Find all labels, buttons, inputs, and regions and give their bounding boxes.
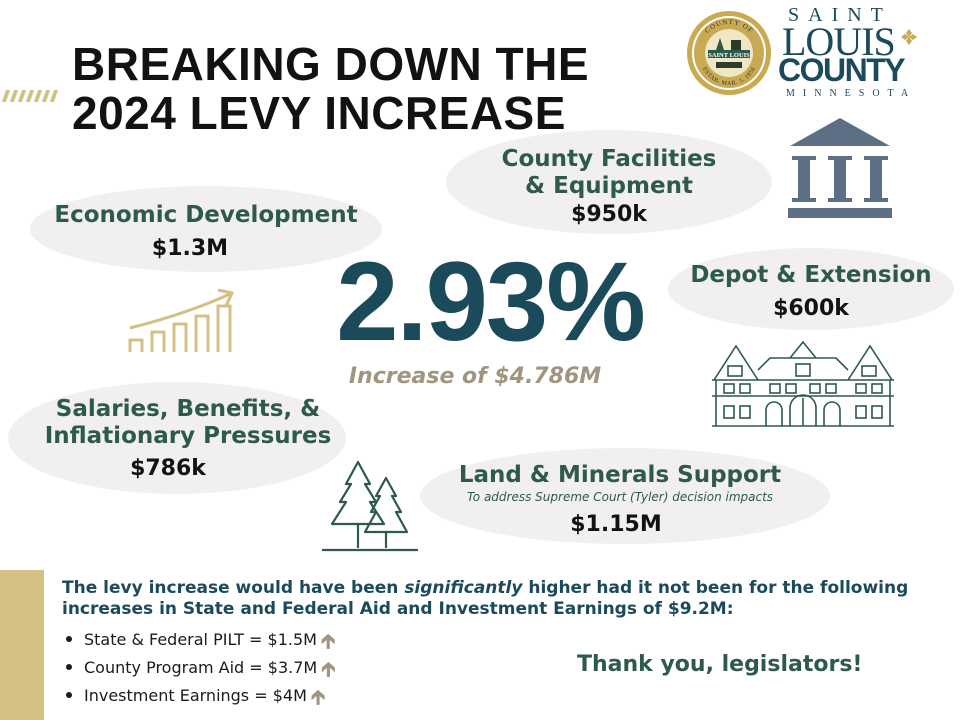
bullet-icon	[66, 692, 72, 698]
depot-building-icon	[712, 340, 894, 427]
economic-ellipse	[30, 186, 382, 272]
depot-label: Depot & Extension	[690, 262, 932, 288]
land-amount: $1.15M	[570, 512, 662, 537]
levy-percent: 2.93%	[336, 239, 646, 364]
facilities-ellipse	[446, 130, 772, 234]
salaries-amount: $786k	[130, 456, 206, 481]
aid-list: State & Federal PILT = $1.5M 🡱 County Pro…	[62, 626, 482, 710]
gold-sidebar-accent	[0, 570, 44, 720]
arrow-up-icon: 🡱	[310, 684, 326, 709]
diamond-ornament-icon	[901, 29, 917, 45]
salaries-label: Salaries, Benefits, & Inflationary Press…	[44, 396, 332, 449]
title-line-2: 2024 LEVY INCREASE	[72, 87, 566, 139]
county-wordmark: SAINT LOUIS COUNTY MINNESOTA	[778, 4, 932, 100]
levy-increase-subtitle: Increase of $4.786M	[348, 364, 602, 389]
page-title: BREAKING DOWN THE 2024 LEVY INCREASE	[72, 40, 632, 138]
facilities-amount: $950k	[571, 202, 647, 227]
title-line-1: BREAKING DOWN THE	[72, 38, 590, 90]
depot-ellipse	[668, 248, 954, 330]
list-item: State & Federal PILT = $1.5M 🡱	[62, 626, 482, 654]
land-sublabel: To address Supreme Court (Tyler) decisio…	[466, 490, 774, 504]
arrow-up-icon: 🡱	[321, 656, 336, 681]
land-label: Land & Minerals Support	[458, 462, 782, 488]
wordmark-state: MINNESOTA	[786, 88, 917, 99]
facilities-label: County Facilities & Equipment	[501, 146, 717, 199]
list-item: County Program Aid = $3.7M 🡱	[62, 654, 482, 682]
bullet-icon	[66, 664, 72, 670]
seal-center-text: SAINT LOUIS	[708, 52, 750, 59]
pine-trees-icon	[322, 460, 418, 552]
bar-chart-up-icon	[128, 288, 235, 352]
land-ellipse	[420, 448, 830, 544]
wordmark-louis: LOUIS	[782, 19, 896, 64]
wordmark-county: COUNTY	[778, 52, 906, 88]
wordmark-saint: SAINT	[788, 4, 892, 26]
aid-note: The levy increase would have been signif…	[62, 578, 909, 619]
note-emphasis: significantly	[404, 578, 523, 598]
bullet-icon	[66, 636, 72, 642]
thanks-message: Thank you, legislators!	[577, 652, 863, 677]
arrow-up-icon: 🡱	[320, 628, 336, 653]
list-item: Investment Earnings = $4M 🡱	[62, 682, 482, 710]
columns-building-icon	[788, 118, 892, 218]
economic-amount: $1.3M	[151, 236, 229, 261]
economic-label: Economic Development	[54, 202, 358, 228]
county-seal-icon: COUNTY OF ESTAB. MAR. 1, 1856 SAINT LOUI…	[687, 11, 771, 95]
depot-amount: $600k	[773, 296, 849, 321]
salaries-ellipse	[8, 382, 346, 494]
stripes-decoration-icon	[2, 90, 58, 102]
